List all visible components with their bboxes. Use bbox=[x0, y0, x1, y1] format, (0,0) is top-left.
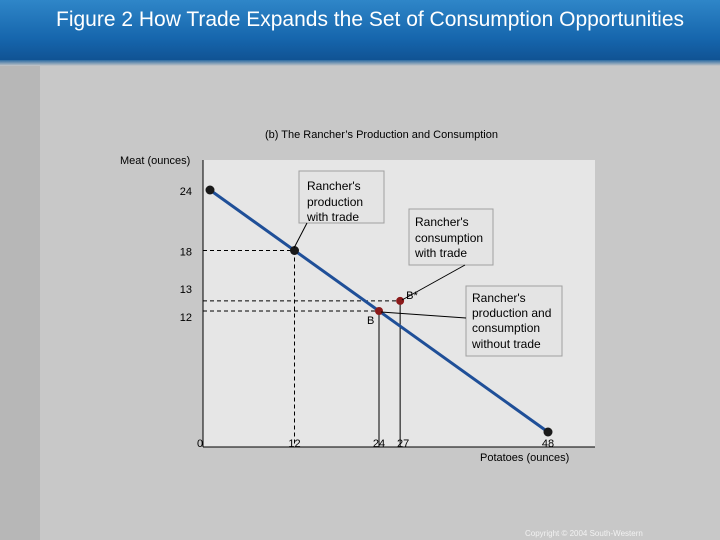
point-marker bbox=[543, 427, 553, 437]
y-tick-label: 12 bbox=[180, 312, 192, 324]
x-tick-label: 48 bbox=[542, 438, 554, 450]
chart-title: (b) The Rancher’s Production and Consump… bbox=[265, 129, 498, 141]
point-label: B bbox=[367, 315, 374, 327]
callout-text: Rancher's production and consumption wit… bbox=[471, 291, 555, 351]
copyright: Copyright © 2004 South-Western bbox=[525, 529, 643, 538]
point-marker bbox=[290, 246, 299, 255]
x-tick-label: 0 bbox=[197, 438, 203, 450]
point-marker bbox=[375, 307, 383, 315]
tick-labels: 0 12 24 27 48 12 13 18 24 bbox=[180, 186, 554, 450]
y-tick-label: 18 bbox=[180, 247, 192, 259]
x-axis-label: Potatoes (ounces) bbox=[480, 452, 569, 464]
x-tick-label: 24 bbox=[373, 438, 385, 450]
point-marker bbox=[205, 185, 215, 195]
callout-pointer bbox=[401, 264, 466, 301]
title-shadow bbox=[0, 60, 720, 66]
callout-box bbox=[408, 208, 494, 266]
y-tick-label: 13 bbox=[180, 284, 192, 296]
y-axis-label: Meat (ounces) bbox=[120, 155, 190, 167]
callout-text: Rancher's consumption with trade bbox=[414, 215, 486, 260]
point-marker bbox=[396, 296, 405, 305]
callout-consumption-with-trade: Rancher's consumption with trade bbox=[408, 208, 494, 266]
callout-pointer bbox=[380, 311, 467, 319]
x-tick-label: 12 bbox=[288, 438, 300, 450]
slide-title: Figure 2 How Trade Expands the Set of Co… bbox=[56, 8, 685, 31]
title-bar: Figure 2 How Trade Expands the Set of Co… bbox=[0, 0, 720, 66]
callout-box bbox=[298, 170, 385, 224]
callout-text: Rancher's production with trade bbox=[306, 179, 366, 224]
callout-production-with-trade: Rancher's production with trade bbox=[298, 170, 385, 224]
callout-pointer bbox=[293, 222, 308, 249]
callout-production-without-trade: Rancher's production and consumption wit… bbox=[465, 285, 563, 357]
callout-box bbox=[465, 285, 563, 357]
y-tick-label: 24 bbox=[180, 186, 192, 198]
x-tick-label: 27 bbox=[397, 438, 409, 450]
